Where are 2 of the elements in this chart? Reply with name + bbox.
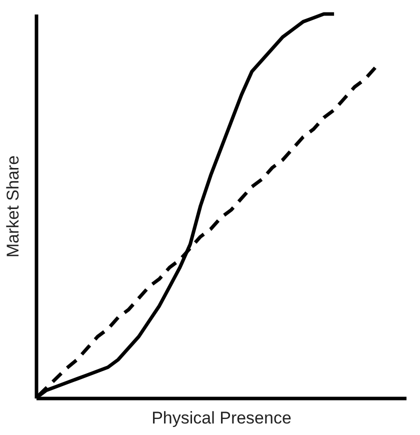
x-axis-title: Physical Presence bbox=[152, 408, 292, 428]
y-axis-title: Market Share bbox=[4, 155, 22, 258]
